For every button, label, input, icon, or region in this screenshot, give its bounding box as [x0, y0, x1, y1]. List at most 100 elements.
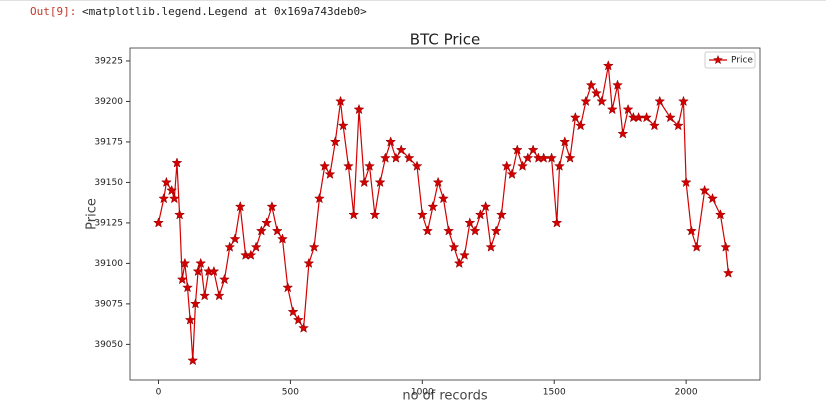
point-marker [427, 200, 439, 212]
x-tick-label: 2000 [675, 388, 698, 398]
point-marker [287, 306, 299, 317]
point-marker [591, 87, 602, 98]
point-marker [364, 160, 375, 171]
point-marker [153, 217, 164, 228]
y-tick-label: 39075 [94, 299, 123, 309]
point-marker [422, 225, 433, 236]
point-marker [190, 298, 201, 309]
point-marker [564, 152, 576, 163]
point-marker [319, 160, 331, 171]
y-tick-label: 39050 [94, 340, 123, 350]
point-marker [686, 225, 697, 236]
point-marker [474, 209, 486, 220]
point-marker [395, 144, 407, 155]
point-marker [459, 249, 470, 260]
point-marker [654, 95, 666, 107]
point-marker [182, 281, 193, 293]
point-marker [699, 184, 711, 196]
legend-label: Price [731, 56, 753, 66]
point-marker [496, 209, 507, 220]
point-marker [179, 257, 191, 268]
point-marker [443, 225, 455, 236]
point-marker [606, 103, 618, 115]
point-marker [282, 281, 294, 293]
legend-marker [713, 54, 723, 65]
point-marker [166, 184, 178, 196]
point-marker [255, 225, 267, 236]
point-marker [379, 152, 391, 163]
point-marker [596, 95, 608, 107]
price-line [157, 65, 729, 361]
point-marker [617, 128, 629, 139]
point-marker [176, 273, 188, 285]
point-marker [691, 241, 703, 252]
point-marker [358, 176, 370, 188]
point-marker [337, 119, 349, 131]
point-marker [438, 192, 449, 204]
point-marker [580, 95, 592, 107]
point-marker [551, 217, 563, 228]
point-marker [192, 265, 204, 277]
legend-box [704, 51, 756, 69]
point-marker [432, 176, 444, 188]
point-marker [184, 314, 196, 325]
point-marker [672, 119, 684, 131]
y-tick-label: 39125 [94, 218, 123, 228]
point-marker [348, 209, 360, 220]
point-marker [390, 152, 402, 163]
point-marker [480, 200, 492, 212]
point-marker [453, 257, 465, 268]
point-marker [324, 168, 336, 179]
point-marker [171, 157, 183, 168]
point-marker [224, 241, 236, 252]
point-marker [722, 267, 734, 278]
point-marker [527, 144, 539, 155]
x-tick-label: 0 [156, 388, 162, 398]
output-text: <matplotlib.legend.Legend at 0x169a743de… [82, 5, 367, 18]
point-marker [208, 265, 220, 277]
point-marker [195, 257, 207, 268]
x-tick-label: 500 [282, 388, 299, 398]
point-marker [464, 217, 476, 228]
y-axis-label: Price [85, 198, 100, 230]
x-tick-label: 1500 [543, 388, 566, 398]
point-marker [517, 160, 528, 171]
point-marker [277, 233, 288, 244]
point-marker [229, 233, 241, 244]
point-marker [266, 200, 278, 212]
point-marker [448, 241, 460, 252]
y-tick-label: 39175 [94, 137, 123, 147]
y-tick-label: 39100 [94, 259, 123, 269]
point-marker [250, 241, 262, 252]
point-marker [664, 111, 676, 123]
point-marker [602, 60, 614, 71]
y-tick-label: 39225 [94, 56, 123, 66]
point-marker [559, 136, 571, 147]
point-marker [308, 241, 320, 252]
point-marker [168, 192, 180, 204]
point-marker [199, 290, 211, 301]
chart-title: BTC Price [410, 31, 480, 49]
point-marker [569, 111, 581, 123]
point-marker [343, 160, 354, 171]
point-marker [385, 136, 397, 147]
point-marker [641, 111, 652, 123]
point-marker [213, 290, 225, 301]
point-marker [680, 176, 692, 188]
point-marker [187, 354, 199, 366]
point-marker [411, 160, 423, 171]
point-marker [234, 200, 246, 212]
point-marker [720, 241, 732, 252]
plot-area [129, 47, 761, 381]
point-marker [707, 192, 718, 204]
point-marker [612, 79, 623, 90]
point-marker [261, 217, 273, 228]
point-marker [585, 79, 597, 90]
point-marker [298, 322, 309, 333]
point-marker [161, 176, 172, 188]
point-marker [158, 192, 170, 204]
point-marker [335, 95, 346, 107]
point-marker [174, 209, 186, 220]
point-marker [554, 160, 565, 171]
